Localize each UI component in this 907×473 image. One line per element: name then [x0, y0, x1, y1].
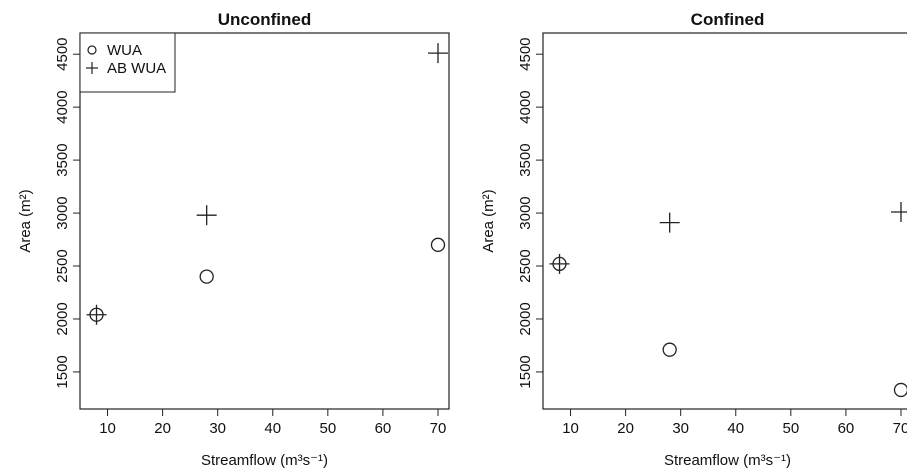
y-tick-label: 3000	[54, 196, 71, 229]
x-tick-label: 40	[727, 420, 744, 437]
x-tick-label: 20	[154, 420, 171, 437]
x-tick-label: 10	[99, 420, 116, 437]
y-tick-label: 3000	[517, 196, 534, 229]
legend-circle-icon	[87, 45, 97, 55]
x-axis-label: Streamflow (m³s⁻¹)	[664, 452, 791, 469]
y-axis-label: Area (m²)	[17, 189, 34, 252]
panel-unconfined: Unconfined 10 20 30 40 50 60 70 1500 2000 2500 3000…	[17, 10, 450, 469]
x-tick-label: 70	[893, 420, 907, 437]
y-tick-label: 4000	[54, 90, 71, 123]
x-tick-label: 70	[430, 420, 447, 437]
y-tick-label: 1500	[517, 355, 534, 388]
x-tick-label: 10	[562, 420, 579, 437]
chart-title: Unconfined	[218, 10, 312, 29]
x-tick-label: 40	[264, 420, 281, 437]
panel-confined: Confined 10 20 30 40 50 60 70 1500 2000 2500 3000 35…	[480, 10, 907, 469]
y-tick-label: 2500	[54, 249, 71, 282]
data-point-ab-wua	[659, 212, 680, 233]
legend-label: WUA	[107, 42, 142, 59]
legend-label: AB WUA	[107, 60, 166, 77]
y-tick-label: 2500	[517, 249, 534, 282]
legend-box	[79, 32, 176, 93]
data-point-wua	[430, 237, 446, 252]
x-axis-label: Streamflow (m³s⁻¹)	[201, 452, 328, 469]
y-tick-label: 4000	[517, 90, 534, 123]
y-tick-label: 3500	[517, 143, 534, 176]
data-point-wua	[662, 342, 677, 357]
x-tick-label: 60	[375, 420, 392, 437]
y-tick-label: 3500	[54, 143, 71, 176]
x-tick-label: 30	[209, 420, 226, 437]
data-point-ab-wua	[427, 43, 448, 64]
x-tick-label: 50	[782, 420, 799, 437]
x-tick-label: 20	[617, 420, 634, 437]
x-tick-label: 50	[319, 420, 336, 437]
y-tick-label: 4500	[517, 37, 534, 70]
data-point-ab-wua	[86, 304, 107, 325]
x-tick-label: 30	[672, 420, 689, 437]
y-tick-label: 1500	[54, 355, 71, 388]
legend-plus-icon	[86, 62, 98, 74]
y-tick-label: 4500	[54, 37, 71, 70]
data-point-wua	[893, 382, 907, 398]
chart-title: Confined	[691, 10, 765, 29]
data-point-wua	[199, 269, 214, 284]
y-tick-label: 2000	[517, 302, 534, 335]
data-point-ab-wua	[890, 201, 907, 222]
y-tick-label: 2000	[54, 302, 71, 335]
y-axis-label: Area (m²)	[480, 189, 497, 252]
data-point-ab-wua	[196, 205, 217, 226]
plot-frame	[542, 32, 907, 410]
x-tick-label: 60	[838, 420, 855, 437]
data-point-ab-wua	[549, 253, 570, 274]
plot-frame	[79, 32, 450, 410]
